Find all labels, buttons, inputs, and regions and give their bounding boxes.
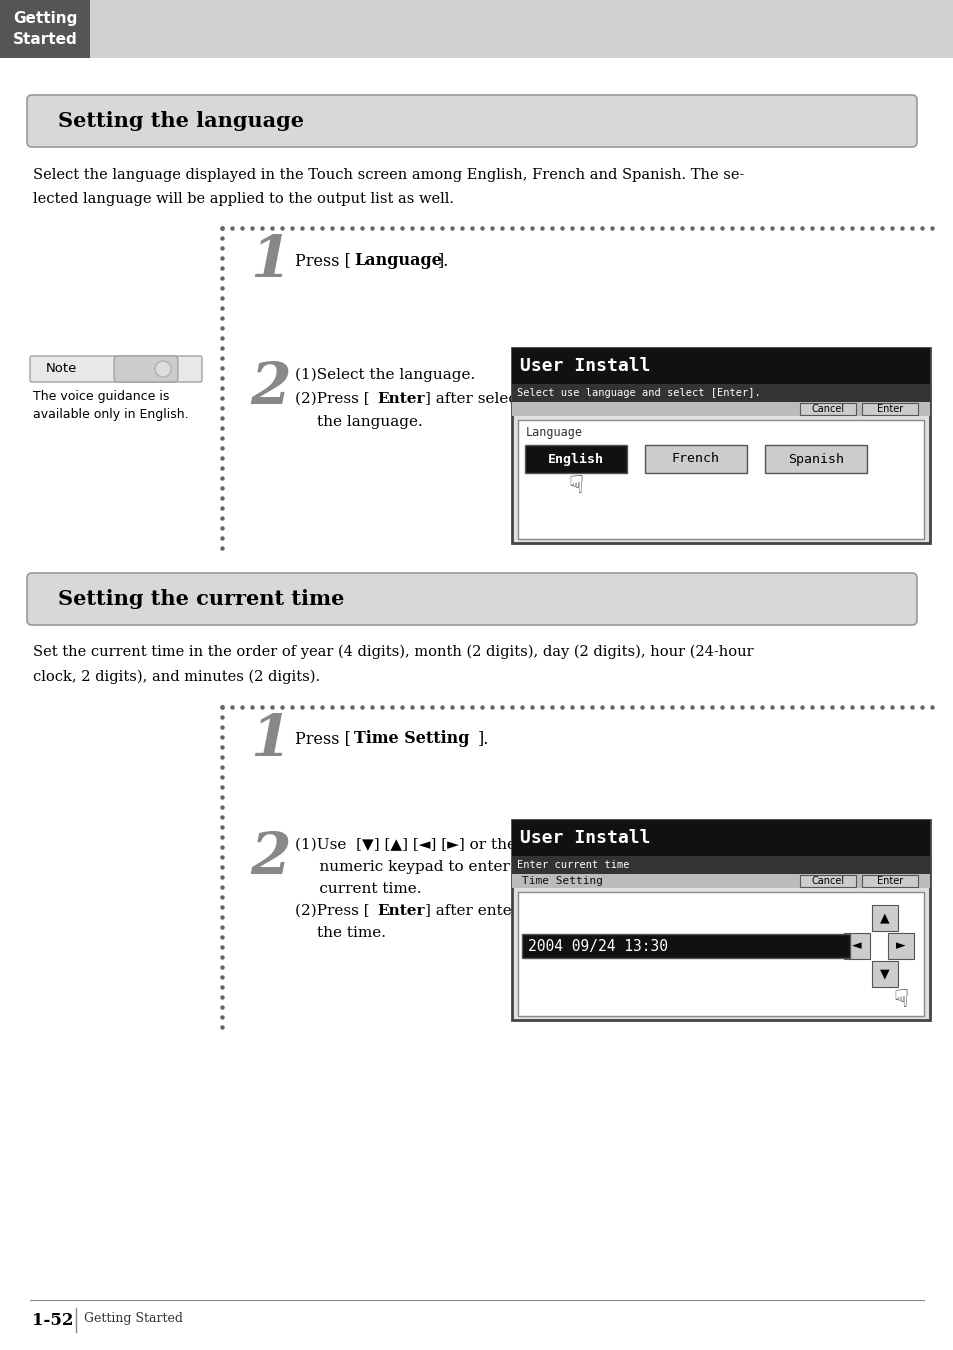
FancyBboxPatch shape xyxy=(871,904,897,931)
Text: Cancel: Cancel xyxy=(811,876,843,886)
FancyBboxPatch shape xyxy=(512,856,929,873)
Text: ] after entering: ] after entering xyxy=(424,904,543,918)
FancyBboxPatch shape xyxy=(843,933,869,958)
Text: Note: Note xyxy=(46,363,77,375)
Text: Set the current time in the order of year (4 digits), month (2 digits), day (2 d: Set the current time in the order of yea… xyxy=(33,645,753,659)
FancyBboxPatch shape xyxy=(644,446,746,472)
Text: Press [: Press [ xyxy=(294,730,351,747)
Text: current time.: current time. xyxy=(294,882,421,896)
Circle shape xyxy=(154,360,171,377)
Text: ].: ]. xyxy=(477,730,489,747)
Text: numeric keypad to enter the: numeric keypad to enter the xyxy=(294,860,539,873)
FancyBboxPatch shape xyxy=(512,348,929,383)
Text: ☟: ☟ xyxy=(568,474,583,498)
Text: ►: ► xyxy=(895,940,904,953)
Text: the language.: the language. xyxy=(316,414,422,429)
Text: (1)Use  [▼] [▲] [◄] [►] or the: (1)Use [▼] [▲] [◄] [►] or the xyxy=(294,838,516,852)
Text: 1: 1 xyxy=(250,711,291,768)
Text: French: French xyxy=(671,452,720,466)
FancyBboxPatch shape xyxy=(90,0,953,58)
Text: available only in English.: available only in English. xyxy=(33,408,189,421)
Text: (2)Press [: (2)Press [ xyxy=(294,392,369,406)
FancyBboxPatch shape xyxy=(27,95,916,147)
FancyBboxPatch shape xyxy=(524,446,626,472)
FancyBboxPatch shape xyxy=(512,383,929,402)
Text: 1-52: 1-52 xyxy=(32,1312,73,1328)
Text: Spanish: Spanish xyxy=(787,452,843,466)
Text: Enter: Enter xyxy=(376,392,424,406)
Text: (2)Press [: (2)Press [ xyxy=(294,904,369,918)
FancyBboxPatch shape xyxy=(113,356,178,382)
Text: Time Setting: Time Setting xyxy=(521,876,602,886)
Text: (1)Select the language.: (1)Select the language. xyxy=(294,369,475,382)
Text: Select use language and select [Enter].: Select use language and select [Enter]. xyxy=(517,387,760,398)
Text: Enter: Enter xyxy=(376,904,424,918)
Text: Select the language displayed in the Touch screen among English, French and Span: Select the language displayed in the Tou… xyxy=(33,167,743,182)
Text: User Install: User Install xyxy=(519,356,650,375)
Text: 2004 09/24 13:30: 2004 09/24 13:30 xyxy=(527,938,667,953)
FancyBboxPatch shape xyxy=(27,572,916,625)
Text: Time Setting: Time Setting xyxy=(354,730,469,747)
FancyBboxPatch shape xyxy=(512,348,929,543)
FancyBboxPatch shape xyxy=(862,404,917,414)
Text: 1: 1 xyxy=(250,234,291,289)
Text: Enter current time: Enter current time xyxy=(517,860,629,869)
Text: ].: ]. xyxy=(437,252,449,269)
Text: clock, 2 digits), and minutes (2 digits).: clock, 2 digits), and minutes (2 digits)… xyxy=(33,670,320,684)
FancyBboxPatch shape xyxy=(517,892,923,1017)
FancyBboxPatch shape xyxy=(517,420,923,539)
Text: Language: Language xyxy=(525,427,582,439)
Text: 2: 2 xyxy=(250,360,291,417)
Text: Press [: Press [ xyxy=(294,252,351,269)
FancyBboxPatch shape xyxy=(512,402,929,416)
Text: Cancel: Cancel xyxy=(811,404,843,414)
FancyBboxPatch shape xyxy=(512,873,929,888)
Text: Getting: Getting xyxy=(12,11,77,26)
FancyBboxPatch shape xyxy=(764,446,866,472)
Text: User Install: User Install xyxy=(519,829,650,846)
Text: the time.: the time. xyxy=(316,926,386,940)
FancyBboxPatch shape xyxy=(800,875,855,887)
Text: lected language will be applied to the output list as well.: lected language will be applied to the o… xyxy=(33,192,454,207)
Text: Started: Started xyxy=(12,32,77,47)
FancyBboxPatch shape xyxy=(800,404,855,414)
FancyBboxPatch shape xyxy=(862,875,917,887)
Text: The voice guidance is: The voice guidance is xyxy=(33,390,170,404)
Text: Enter: Enter xyxy=(876,876,902,886)
FancyBboxPatch shape xyxy=(521,934,849,958)
Text: Enter: Enter xyxy=(876,404,902,414)
Text: ☟: ☟ xyxy=(892,988,907,1012)
FancyBboxPatch shape xyxy=(887,933,913,958)
FancyBboxPatch shape xyxy=(30,356,202,382)
FancyBboxPatch shape xyxy=(0,0,90,58)
Text: ▲: ▲ xyxy=(880,911,889,925)
Text: 2: 2 xyxy=(250,830,291,887)
FancyBboxPatch shape xyxy=(512,819,929,856)
Text: Setting the current time: Setting the current time xyxy=(58,589,344,609)
FancyBboxPatch shape xyxy=(512,819,929,1021)
Text: ◄: ◄ xyxy=(851,940,861,953)
Text: Language: Language xyxy=(354,252,441,269)
Text: ▼: ▼ xyxy=(880,968,889,980)
Text: ] after selecting: ] after selecting xyxy=(424,392,547,406)
FancyBboxPatch shape xyxy=(871,961,897,987)
Text: Setting the language: Setting the language xyxy=(58,111,304,131)
Text: English: English xyxy=(547,452,603,466)
Text: Getting Started: Getting Started xyxy=(84,1312,183,1324)
